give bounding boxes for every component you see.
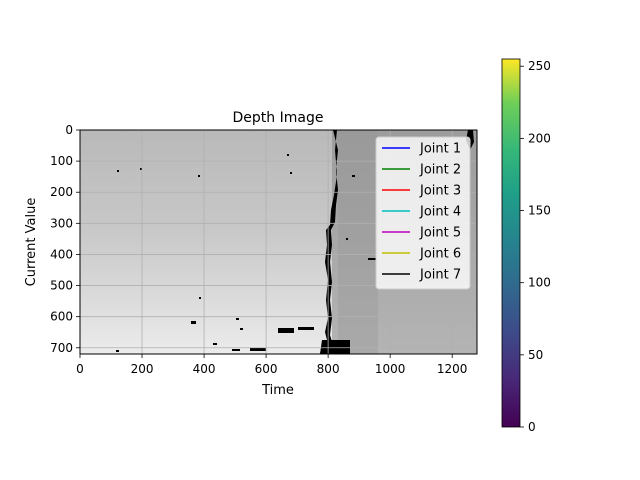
x-tick-label: 400: [193, 362, 216, 376]
legend-box: [375, 136, 471, 290]
legend-label: Joint 6: [419, 247, 461, 262]
legend-label: Joint 5: [419, 226, 461, 241]
colorbar: [501, 58, 521, 428]
x-tick-label: 800: [317, 362, 340, 376]
y-tick-label: 200: [50, 185, 73, 199]
x-tick-label: 1000: [375, 362, 406, 376]
colorbar-ticks: 0 50 100 150 200 250: [520, 59, 551, 434]
depth-noise: [116, 154, 376, 352]
y-tick-label: 600: [50, 310, 73, 324]
depth-gap-band: [320, 130, 338, 354]
legend-label: Joint 1: [419, 142, 461, 157]
y-tick-label: 100: [50, 154, 73, 168]
legend-label: Joint 4: [419, 205, 461, 220]
legend-label: Joint 3: [419, 184, 461, 199]
depth-region-shadow: [338, 130, 378, 354]
legend: Joint 1 Joint 2 Joint 3 Joint 4 Joint 5 Joint…: [375, 136, 471, 290]
y-tick-label: 500: [50, 279, 73, 293]
depth-region-left: [80, 130, 332, 354]
x-axis-ticks: 0 200 400 600 800 1000 1200: [76, 354, 467, 376]
y-axis-label: Current Value: [24, 198, 39, 287]
y-tick-label: 700: [50, 341, 73, 355]
colorbar-tick-label: 200: [528, 131, 551, 145]
legend-label: Joint 7: [419, 268, 461, 283]
x-tick-label: 600: [255, 362, 278, 376]
y-tick-label: 0: [65, 123, 73, 137]
plot-frame: [79, 129, 478, 355]
x-tick-label: 200: [131, 362, 154, 376]
colorbar-tick-label: 50: [528, 348, 543, 362]
colorbar-tick-label: 150: [528, 204, 551, 218]
colorbar-tick-label: 100: [528, 276, 551, 290]
x-tick-label: 0: [76, 362, 84, 376]
colorbar-tick-label: 0: [528, 420, 536, 434]
colorbar-tick-label: 250: [528, 59, 551, 73]
depth-gap-bottom: [320, 340, 350, 354]
y-axis-ticks: 0 100 200 300 400 500 600 700: [50, 123, 80, 355]
x-axis-label: Time: [261, 383, 294, 398]
x-tick-label: 1200: [437, 362, 468, 376]
y-tick-label: 400: [50, 247, 73, 261]
legend-label: Joint 2: [419, 163, 461, 178]
y-tick-label: 300: [50, 216, 73, 230]
chart-title: Depth Image: [233, 110, 324, 126]
